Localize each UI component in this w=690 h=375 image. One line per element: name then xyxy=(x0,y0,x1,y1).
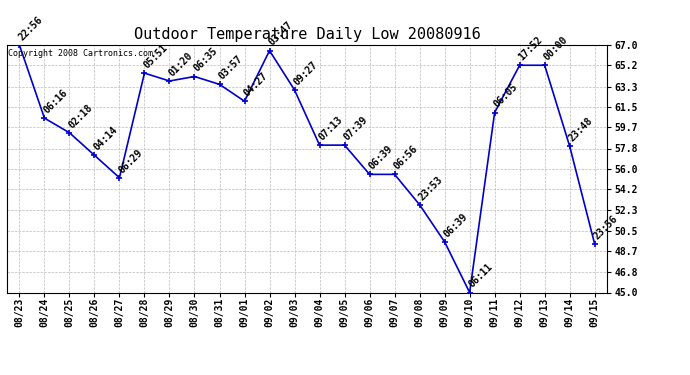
Text: 06:35: 06:35 xyxy=(192,46,219,74)
Text: 07:39: 07:39 xyxy=(342,114,370,142)
Text: 23:53: 23:53 xyxy=(417,174,444,202)
Text: 04:27: 04:27 xyxy=(241,70,270,99)
Text: 06:05: 06:05 xyxy=(492,82,520,110)
Text: 06:39: 06:39 xyxy=(442,211,470,239)
Text: 00:00: 00:00 xyxy=(542,34,570,63)
Text: 22:56: 22:56 xyxy=(17,14,44,42)
Text: 17:52: 17:52 xyxy=(517,34,544,63)
Title: Outdoor Temperature Daily Low 20080916: Outdoor Temperature Daily Low 20080916 xyxy=(134,27,480,42)
Text: 03:57: 03:57 xyxy=(217,54,244,82)
Text: 06:56: 06:56 xyxy=(392,144,420,172)
Text: 06:11: 06:11 xyxy=(466,262,495,290)
Text: 06:39: 06:39 xyxy=(366,144,395,172)
Text: 23:56: 23:56 xyxy=(592,213,620,242)
Text: 06:16: 06:16 xyxy=(41,87,70,116)
Text: 07:13: 07:13 xyxy=(317,114,344,142)
Text: 02:18: 02:18 xyxy=(66,102,95,130)
Text: 06:29: 06:29 xyxy=(117,147,144,175)
Text: 04:14: 04:14 xyxy=(92,124,119,153)
Text: 03:47: 03:47 xyxy=(266,20,295,48)
Text: 01:20: 01:20 xyxy=(166,50,195,78)
Text: 09:27: 09:27 xyxy=(292,59,319,87)
Text: Copyright 2008 Cartronics.com: Copyright 2008 Cartronics.com xyxy=(8,49,153,58)
Text: 23:48: 23:48 xyxy=(566,116,595,144)
Text: 05:51: 05:51 xyxy=(141,42,170,70)
